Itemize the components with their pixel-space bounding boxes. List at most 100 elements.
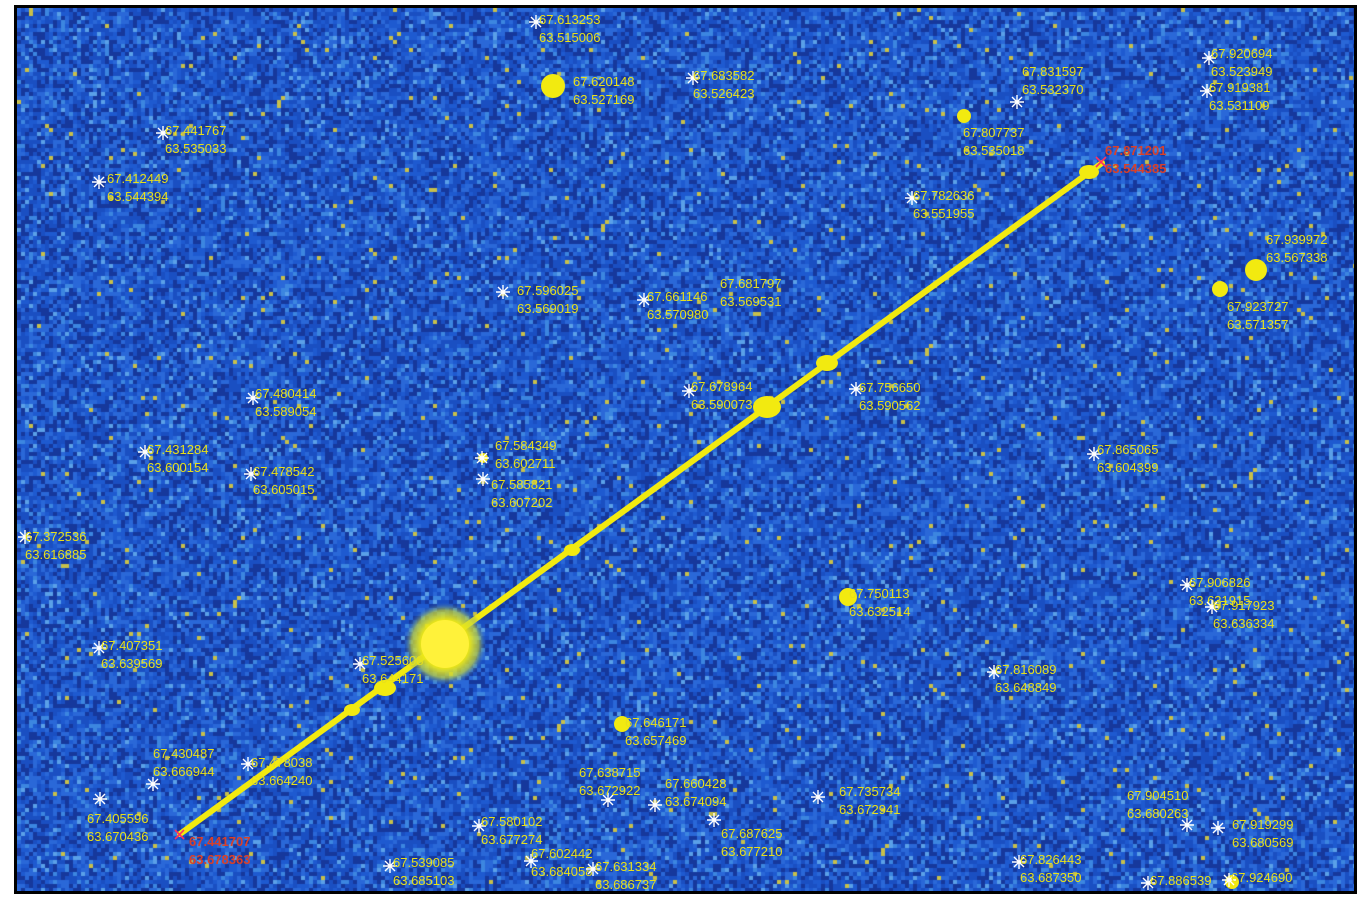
star-ra-label: 67.372536: [25, 529, 86, 544]
star-dec-label: 63.551955: [913, 206, 974, 221]
star-ra-label: 67.750113: [849, 586, 910, 601]
star-dec-label: 63.526423: [693, 86, 754, 101]
star-ra-label: 67.585821: [491, 477, 552, 492]
star-annotation: 67.405596 63.670436: [87, 792, 148, 844]
star-annotation: 67.585821 63.607202: [476, 472, 552, 510]
star-marker: [476, 472, 490, 486]
star-marker: [146, 777, 160, 791]
star-annotation: 67.620148 63.527169: [573, 74, 634, 107]
star-marker: [1200, 84, 1214, 98]
star-marker: [1010, 95, 1024, 109]
star-ra-label: 67.865065: [1097, 442, 1158, 457]
star-dec-label: 63.527169: [573, 92, 634, 107]
star-ra-label: 67.441767: [165, 123, 226, 138]
star-marker: [18, 530, 32, 544]
star-marker: [686, 71, 700, 85]
star-ra-label: 67.407351: [101, 638, 162, 653]
star-dec-label: 63.600154: [147, 460, 208, 475]
star-dec-label: 63.631915: [1189, 593, 1250, 608]
star-ra-label: 67.678964: [691, 379, 752, 394]
star-ra-label: 67.478038: [251, 755, 312, 770]
star-dec-label: 63.648849: [995, 680, 1056, 695]
star-dec-label: 63.571357: [1227, 317, 1288, 332]
star-annotation: 67.678964 63.590073: [682, 379, 752, 412]
star-ra-label: 67.681797: [720, 276, 781, 291]
star-annotation: 67.631334 63.686737: [586, 859, 656, 891]
svg-text:63.544385: 63.544385: [1105, 161, 1166, 176]
star-ra-label: 67.886539: [1150, 873, 1211, 888]
star-ra-label: 67.596025: [517, 283, 578, 298]
star-annotation: 67.924690 63.681835: [1222, 870, 1292, 891]
star-marker: [637, 293, 651, 307]
star-marker: [586, 862, 600, 876]
svg-text:63.678363: 63.678363: [189, 852, 250, 867]
streak-blob: [344, 704, 360, 716]
star-annotation: 67.539085 63.685103: [383, 855, 454, 888]
star-annotation: 67.865065 63.604399: [1087, 442, 1158, 475]
star-ra-label: 67.539085: [393, 855, 454, 870]
star-dec-label: 63.672941: [839, 802, 900, 817]
star-annotation: 67.756650 63.590562: [849, 380, 920, 413]
star-dec-label: 63.681835: [1231, 888, 1292, 891]
bright-star: [541, 74, 565, 98]
star-dec-label: 63.604399: [1097, 460, 1158, 475]
streak-blob: [564, 544, 580, 556]
star-marker: [1141, 876, 1155, 890]
star-ra-label: 67.917923: [1213, 598, 1274, 613]
streak-blob: [753, 396, 781, 418]
star-annotation: 67.683582 63.526423: [686, 68, 754, 101]
star-annotation: 67.681797 63.569531: [720, 276, 781, 309]
star-marker: [529, 15, 543, 29]
star-ra-label: 67.919299: [1232, 817, 1293, 832]
star-ra-label: 67.646171: [625, 715, 686, 730]
star-marker: [1222, 873, 1236, 887]
star-marker: [244, 467, 258, 481]
star-annotation: 67.584349 63.602711: [475, 438, 556, 471]
star-annotation: 67.782636 63.551955: [905, 188, 974, 221]
star-marker: [92, 175, 106, 189]
star-annotation: 67.407351 63.639569: [92, 638, 162, 671]
star-marker: [811, 790, 825, 804]
star-annotation: 67.525608 63.644171: [353, 653, 423, 686]
streak-endpoint-end: 67.441707 63.678363: [174, 829, 250, 867]
star-dec-label: 63.672922: [579, 783, 640, 798]
streak-blob: [816, 355, 838, 371]
star-ra-label: 67.631334: [595, 859, 656, 874]
bright-star: [614, 716, 630, 732]
star-marker: [849, 382, 863, 396]
star-annotation: 67.661146 63.570980: [637, 289, 708, 322]
star-annotation: 67.602442 63.684058: [524, 846, 592, 879]
star-annotation: 67.919381 63.531109: [1200, 80, 1270, 113]
star-marker: [601, 793, 615, 807]
star-dec-label: 63.607202: [491, 495, 552, 510]
star-annotation: 67.430487 63.666944: [146, 746, 214, 791]
star-dec-label: 63.570980: [647, 307, 708, 322]
star-marker: [138, 445, 152, 459]
star-marker: [156, 126, 170, 140]
star-ra-label: 67.904510: [1127, 788, 1188, 803]
star-annotation: 67.923727 63.571357: [1227, 299, 1288, 332]
star-marker: [383, 859, 397, 873]
star-annotation: 67.646171 63.657469: [625, 715, 686, 748]
star-annotation: 67.735734 63.672941: [811, 784, 900, 817]
star-ra-label: 67.826443: [1020, 852, 1081, 867]
image-frame: 67.871201 63.544385 67.441707 63.678363 …: [14, 5, 1357, 894]
streak-endpoint-start: 67.871201 63.544385: [1095, 143, 1166, 176]
star-marker: [648, 798, 662, 812]
star-dec-label: 63.666944: [153, 764, 214, 779]
star-annotation: 67.478038 63.664240: [241, 755, 312, 788]
star-annotation: 67.687625 63.677210: [707, 813, 782, 859]
star-marker: [92, 641, 106, 655]
star-ra-label: 67.924690: [1231, 870, 1292, 885]
star-marker: [246, 391, 260, 405]
star-ra-label: 67.660428: [665, 776, 726, 791]
star-marker: [1202, 51, 1216, 65]
star-dec-label: 63.515006: [539, 30, 600, 45]
star-annotation: 67.826443 63.687350: [1012, 852, 1081, 885]
star-ra-label: 67.613253: [539, 12, 600, 27]
star-dec-label: 63.644171: [362, 671, 423, 686]
star-annotation: 67.939972 63.567338: [1266, 232, 1327, 265]
star-annotation: 67.831597 63.532370: [1010, 64, 1083, 109]
star-annotation: 67.920694 63.523949: [1202, 46, 1272, 79]
sky-noise-background: [17, 8, 1354, 891]
